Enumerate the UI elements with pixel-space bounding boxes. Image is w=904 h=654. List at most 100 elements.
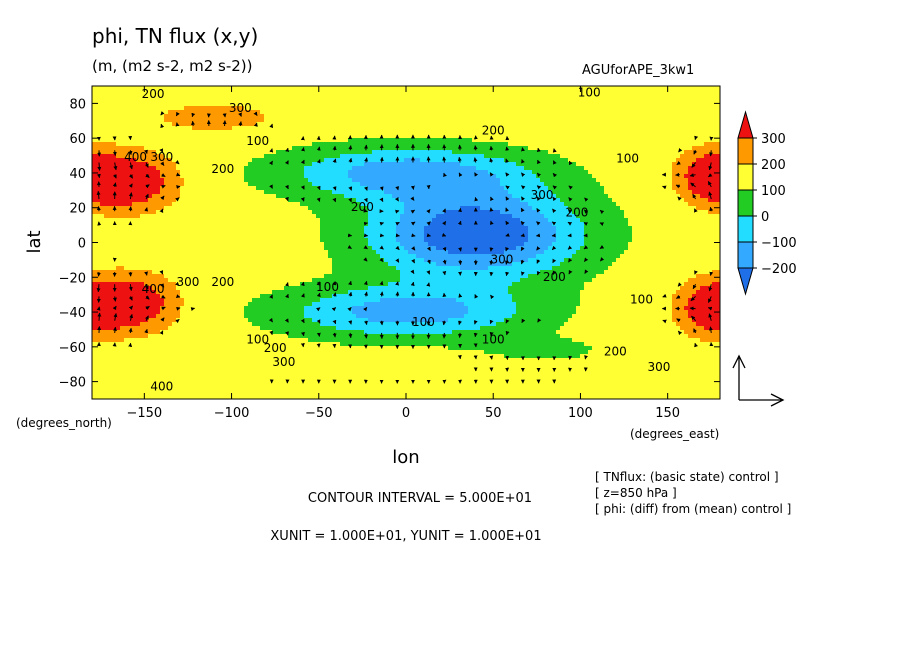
field-cell: [520, 102, 525, 107]
field-cell: [700, 202, 705, 207]
field-cell: [536, 122, 541, 127]
field-cell: [492, 162, 497, 167]
field-cell: [716, 94, 720, 99]
field-cell: [648, 114, 653, 119]
field-cell: [716, 186, 720, 191]
field-cell: [200, 198, 205, 203]
field-cell: [520, 154, 525, 159]
field-cell: [276, 210, 281, 215]
field-cell: [376, 174, 381, 179]
field-cell: [380, 190, 385, 195]
field-cell: [652, 106, 657, 111]
field-cell: [336, 194, 341, 199]
field-cell: [456, 190, 461, 195]
field-cell: [104, 198, 109, 203]
field-cell: [360, 170, 365, 175]
field-cell: [168, 162, 173, 167]
field-cell: [320, 102, 325, 107]
field-cell: [444, 102, 449, 107]
field-cell: [660, 102, 665, 107]
field-cell: [344, 202, 349, 207]
field-cell: [288, 202, 293, 207]
field-cell: [280, 166, 285, 171]
field-cell: [256, 158, 261, 163]
field-cell: [316, 134, 321, 139]
field-cell: [316, 210, 321, 215]
field-cell: [584, 130, 589, 135]
field-cell: [372, 186, 377, 191]
field-cell: [512, 174, 517, 179]
field-cell: [436, 194, 441, 199]
field-cell: [476, 142, 481, 147]
field-cell: [148, 146, 153, 151]
field-cell: [360, 150, 365, 155]
field-cell: [316, 154, 321, 159]
field-cell: [596, 94, 601, 99]
field-cell: [268, 210, 273, 215]
field-cell: [372, 190, 377, 195]
field-cell: [672, 154, 677, 159]
field-cell: [480, 90, 485, 95]
field-cell: [608, 138, 613, 143]
field-cell: [316, 174, 321, 179]
field-cell: [184, 210, 189, 215]
field-cell: [704, 202, 709, 207]
field-cell: [692, 110, 697, 115]
field-cell: [528, 162, 533, 167]
field-cell: [392, 162, 397, 167]
field-cell: [548, 86, 553, 91]
field-cell: [632, 106, 637, 111]
field-cell: [560, 206, 565, 211]
field-cell: [296, 106, 301, 111]
field-cell: [716, 138, 720, 143]
field-cell: [356, 98, 361, 103]
field-cell: [468, 146, 473, 151]
field-cell: [584, 190, 589, 195]
field-cell: [316, 98, 321, 103]
field-cell: [272, 146, 277, 151]
field-cell: [260, 118, 265, 123]
field-cell: [508, 134, 513, 139]
field-cell: [200, 126, 205, 131]
field-cell: [120, 130, 125, 135]
field-cell: [500, 178, 505, 183]
field-cell: [540, 130, 545, 135]
field-cell: [660, 154, 665, 159]
field-cell: [408, 150, 413, 155]
field-cell: [684, 202, 689, 207]
field-cell: [568, 122, 573, 127]
field-cell: [392, 90, 397, 95]
field-cell: [380, 126, 385, 131]
field-cell: [332, 86, 337, 91]
field-cell: [628, 122, 633, 127]
field-cell: [100, 130, 105, 135]
field-cell: [220, 90, 225, 95]
field-cell: [372, 114, 377, 119]
field-cell: [640, 202, 645, 207]
field-cell: [148, 210, 153, 215]
field-cell: [588, 94, 593, 99]
field-cell: [112, 102, 117, 107]
field-cell: [460, 90, 465, 95]
field-cell: [596, 118, 601, 123]
field-cell: [472, 178, 477, 183]
field-cell: [452, 158, 457, 163]
field-cell: [688, 190, 693, 195]
field-cell: [604, 198, 609, 203]
field-cell: [520, 170, 525, 175]
field-cell: [592, 158, 597, 163]
field-cell: [260, 142, 265, 147]
field-cell: [204, 206, 209, 211]
field-cell: [244, 186, 249, 191]
field-cell: [148, 178, 153, 183]
field-cell: [104, 102, 109, 107]
field-cell: [132, 206, 137, 211]
field-cell: [692, 126, 697, 131]
field-cell: [228, 162, 233, 167]
field-cell: [252, 166, 257, 171]
field-cell: [404, 178, 409, 183]
field-cell: [476, 154, 481, 159]
field-cell: [468, 170, 473, 175]
field-cell: [152, 106, 157, 111]
field-cell: [364, 202, 369, 207]
